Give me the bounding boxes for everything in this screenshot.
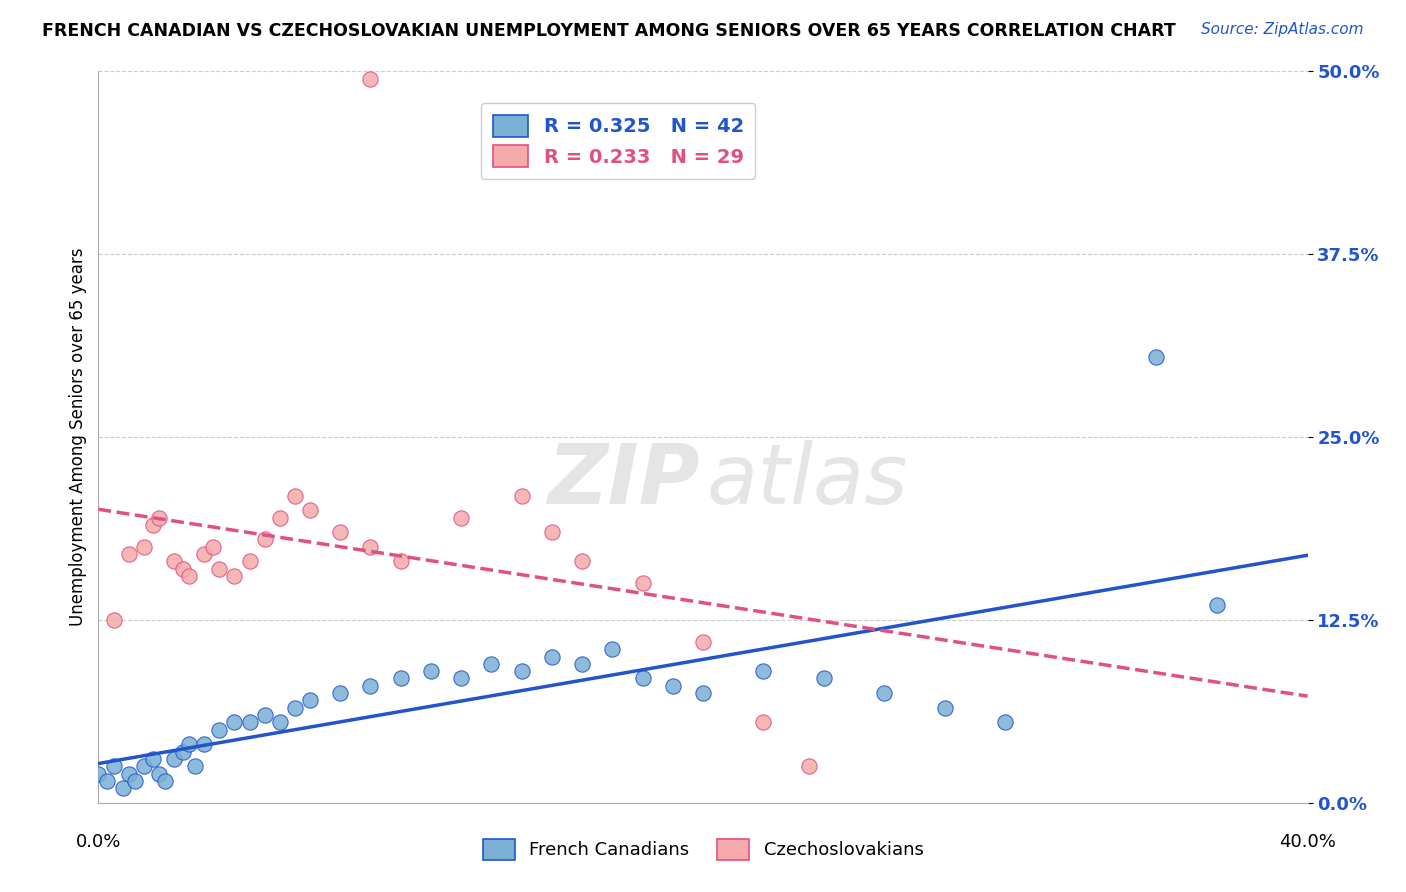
Text: Source: ZipAtlas.com: Source: ZipAtlas.com	[1201, 22, 1364, 37]
Text: 0.0%: 0.0%	[76, 833, 121, 851]
Text: atlas: atlas	[707, 441, 908, 522]
Text: ZIP: ZIP	[547, 441, 699, 522]
Text: 40.0%: 40.0%	[1279, 833, 1336, 851]
Text: FRENCH CANADIAN VS CZECHOSLOVAKIAN UNEMPLOYMENT AMONG SENIORS OVER 65 YEARS CORR: FRENCH CANADIAN VS CZECHOSLOVAKIAN UNEMP…	[42, 22, 1175, 40]
Y-axis label: Unemployment Among Seniors over 65 years: Unemployment Among Seniors over 65 years	[69, 248, 87, 626]
Legend: French Canadians, Czechoslovakians: French Canadians, Czechoslovakians	[475, 831, 931, 867]
